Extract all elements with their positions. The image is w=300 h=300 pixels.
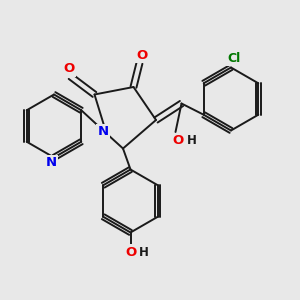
Text: O: O (63, 62, 75, 76)
Text: H: H (187, 134, 197, 148)
Text: Cl: Cl (227, 52, 241, 65)
Text: O: O (136, 49, 148, 62)
Text: N: N (97, 124, 109, 138)
Text: O: O (125, 245, 136, 259)
Text: H: H (139, 245, 149, 259)
Text: N: N (45, 156, 57, 170)
Text: O: O (173, 134, 184, 148)
